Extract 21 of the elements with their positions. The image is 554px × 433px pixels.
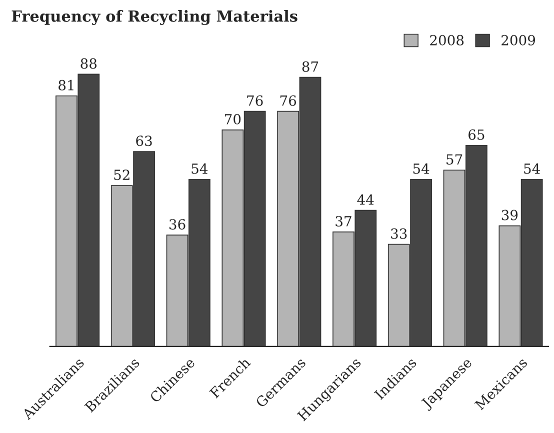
legend-label: 2009 bbox=[502, 34, 536, 46]
data-label: 63 bbox=[136, 136, 152, 146]
data-label: 57 bbox=[446, 154, 462, 165]
data-label: 54 bbox=[192, 163, 208, 174]
data-label: 54 bbox=[524, 163, 540, 174]
data-label: 65 bbox=[468, 129, 484, 140]
data-label: 87 bbox=[302, 61, 318, 72]
data-label: 36 bbox=[170, 219, 186, 230]
data-label: 88 bbox=[80, 58, 97, 69]
chart-title: Frequency of Recycling Materials bbox=[12, 10, 298, 26]
data-label: 70 bbox=[225, 114, 241, 124]
data-label: 33 bbox=[391, 228, 407, 239]
data-label: 54 bbox=[413, 163, 430, 174]
legend-label: 2008 bbox=[430, 34, 464, 46]
data-label: 39 bbox=[502, 210, 518, 220]
data-label: 76 bbox=[280, 95, 296, 106]
data-label: 52 bbox=[114, 170, 130, 180]
data-label: 81 bbox=[58, 80, 74, 90]
data-label: 44 bbox=[357, 194, 374, 205]
data-label: 76 bbox=[247, 95, 263, 106]
data-label: 37 bbox=[336, 216, 352, 226]
